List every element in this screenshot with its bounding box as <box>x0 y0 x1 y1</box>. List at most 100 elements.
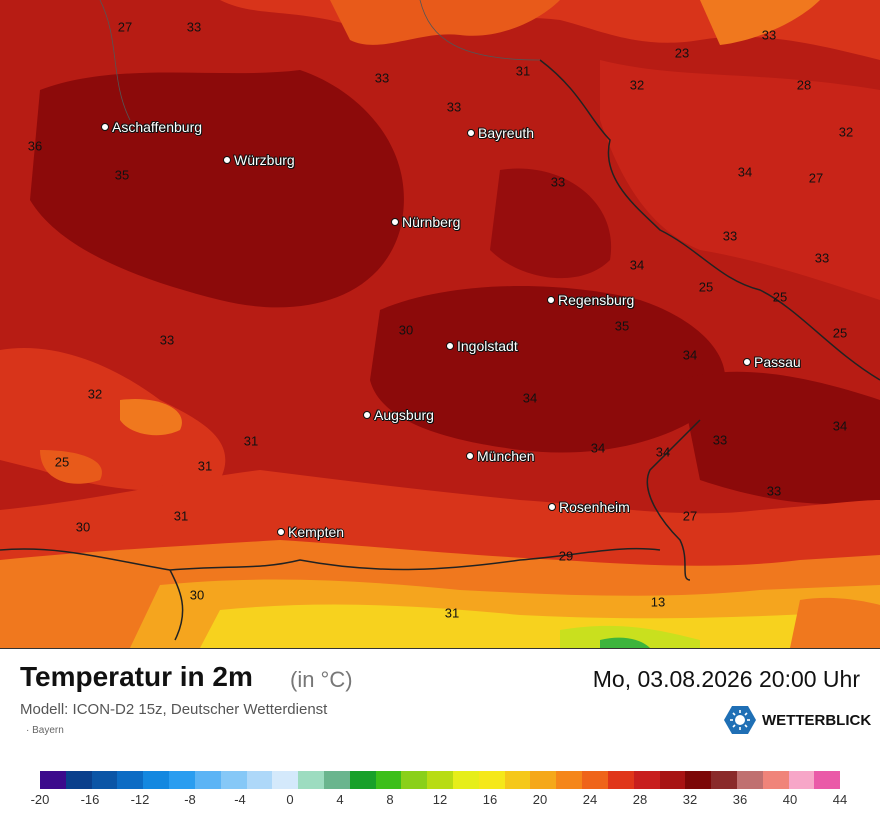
legend-swatch <box>427 771 453 789</box>
legend-tick-label: 24 <box>582 792 598 807</box>
city-marker[interactable]: Kempten <box>277 524 344 540</box>
temperature-value: 33 <box>550 174 566 190</box>
legend-tick-label: 4 <box>336 792 344 807</box>
temperature-value: 31 <box>444 605 460 621</box>
city-label: Kempten <box>288 524 345 540</box>
wetterblick-logo-icon <box>724 706 756 734</box>
temperature-value: 27 <box>117 19 133 35</box>
legend-swatch <box>788 771 815 789</box>
brand-name: WETTERBLICK <box>762 711 872 729</box>
temperature-value: 33 <box>766 483 782 499</box>
forecast-datetime: Mo, 03.08.2026 20:00 Uhr <box>592 666 860 692</box>
city-marker[interactable]: Rosenheim <box>548 499 630 515</box>
temperature-value: 31 <box>515 63 531 79</box>
city-marker[interactable]: Nürnberg <box>391 214 460 230</box>
temperature-value: 33 <box>712 432 728 448</box>
legend-swatch <box>401 771 428 789</box>
temperature-map[interactable]: Aschaffenburg Würzburg Bayreuth Nürnberg Reg… <box>0 0 880 649</box>
city-label: Augsburg <box>374 407 434 423</box>
legend-tick-label: -16 <box>80 792 100 807</box>
legend-swatch <box>375 771 402 789</box>
temperature-value: 33 <box>374 70 390 86</box>
temperature-value: 27 <box>808 170 824 186</box>
temperature-value: 34 <box>737 164 753 180</box>
legend-tick-label: -8 <box>184 792 196 807</box>
legend-tick-label: 16 <box>482 792 498 807</box>
city-dot-icon <box>547 296 555 304</box>
legend-swatch <box>685 771 712 789</box>
region-name: Bayern <box>32 725 64 736</box>
temperature-value: 30 <box>189 587 205 603</box>
temperature-value: 30 <box>398 322 414 338</box>
city-marker[interactable]: München <box>466 448 535 464</box>
city-marker[interactable]: Aschaffenburg <box>101 119 202 135</box>
temperature-value: 25 <box>832 325 848 341</box>
temperature-value: 34 <box>590 440 606 456</box>
city-dot-icon <box>277 528 285 536</box>
model-source: Modell: ICON-D2 15z, Deutscher Wetterdie… <box>20 701 328 718</box>
legend-swatch <box>607 771 634 789</box>
legend-swatch <box>736 771 763 789</box>
temperature-value: 29 <box>558 548 574 564</box>
city-label: Bayreuth <box>478 125 535 141</box>
legend-swatch <box>530 771 557 789</box>
temperature-value: 27 <box>682 508 698 524</box>
city-label: München <box>477 448 535 464</box>
temperature-value: 33 <box>446 99 462 115</box>
city-label: Rosenheim <box>559 499 630 515</box>
city-dot-icon <box>743 358 751 366</box>
temperature-value: 35 <box>614 318 630 334</box>
temperature-value: 34 <box>522 390 538 406</box>
temperature-value: 30 <box>75 519 91 535</box>
legend-swatch <box>659 771 686 789</box>
legend-tick-label: 44 <box>832 792 848 807</box>
temperature-value: 31 <box>243 433 259 449</box>
city-marker[interactable]: Passau <box>743 354 801 370</box>
brand-logo[interactable]: WETTERBLICK <box>724 704 871 736</box>
legend-swatch <box>91 771 118 789</box>
city-marker[interactable]: Bayreuth <box>467 125 534 141</box>
city-marker[interactable]: Augsburg <box>363 407 434 423</box>
city-marker[interactable]: Würzburg <box>223 152 295 168</box>
legend-tick-label: 40 <box>782 792 798 807</box>
temperature-value: 32 <box>838 124 854 140</box>
legend-swatch <box>298 771 324 789</box>
legend-swatch <box>220 771 247 789</box>
map-heat-layer <box>0 0 880 648</box>
temperature-value: 33 <box>159 332 175 348</box>
legend-swatch <box>582 771 608 789</box>
city-marker[interactable]: Regensburg <box>547 292 634 308</box>
temperature-value: 34 <box>682 347 698 363</box>
unit-label: (in °C) <box>290 667 353 692</box>
city-dot-icon <box>223 156 231 164</box>
legend-tick-label: 32 <box>682 792 698 807</box>
legend-tick-label: -12 <box>130 792 150 807</box>
legend-swatch <box>169 771 195 789</box>
legend-swatch <box>323 771 350 789</box>
city-marker[interactable]: Ingolstadt <box>446 338 518 354</box>
city-dot-icon <box>466 452 474 460</box>
temperature-value: 33 <box>722 228 738 244</box>
temperature-value: 32 <box>87 386 103 402</box>
legend-tick-label: 8 <box>386 792 394 807</box>
legend-tick-label: 12 <box>432 792 448 807</box>
temperature-value: 34 <box>832 418 848 434</box>
color-legend <box>40 771 841 789</box>
legend-swatch <box>349 771 376 789</box>
temperature-value: 35 <box>114 167 130 183</box>
temperature-value: 34 <box>655 444 671 460</box>
temperature-value: 23 <box>674 45 690 61</box>
map-title: Temperatur in 2m <box>20 661 253 692</box>
city-dot-icon <box>446 342 454 350</box>
temperature-value: 33 <box>814 250 830 266</box>
legend-swatch <box>117 771 144 789</box>
legend-swatch <box>633 771 660 789</box>
temperature-value: 33 <box>761 27 777 43</box>
city-label: Ingolstadt <box>457 338 518 354</box>
legend-swatch <box>194 771 221 789</box>
temperature-value: 31 <box>197 458 213 474</box>
legend-tick-label: 0 <box>286 792 294 807</box>
legend-tick-label: 28 <box>632 792 648 807</box>
temperature-value: 25 <box>54 454 70 470</box>
city-dot-icon <box>363 411 371 419</box>
